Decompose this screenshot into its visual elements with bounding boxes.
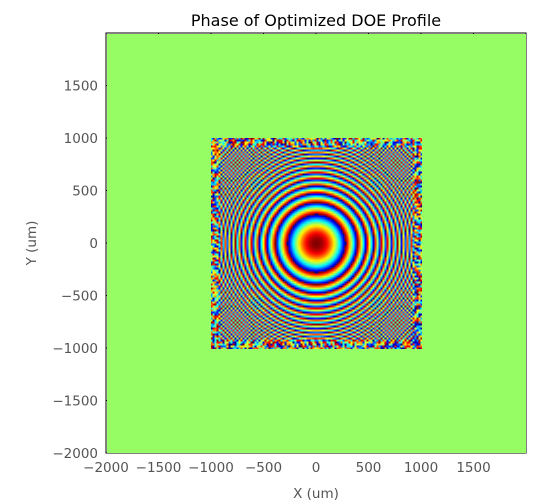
y-tick-label: −1000: [52, 341, 98, 357]
y-axis-label: Y (um): [24, 221, 40, 267]
x-axis-label: X (um): [293, 486, 339, 500]
axis-ticks: −2000 −1500 −1000 −500 0 500 1000 1500 −2000 −150…: [52, 33, 526, 476]
y-tick-label: 1500: [64, 79, 98, 95]
x-tick-label: 0: [312, 460, 321, 476]
x-tick-label: 1000: [404, 460, 438, 476]
x-tick-label: −500: [245, 460, 282, 476]
y-tick-label: 500: [72, 184, 98, 200]
y-tick-label: 0: [89, 236, 98, 252]
y-tick-label: −2000: [52, 446, 98, 462]
chart-title: Phase of Optimized DOE Profile: [191, 11, 441, 30]
x-tick-label: 1500: [456, 460, 490, 476]
phase-heatmap: [107, 34, 526, 453]
x-tick-label: −1500: [136, 460, 182, 476]
x-tick-label: 500: [356, 460, 382, 476]
y-tick-label: 1000: [64, 131, 98, 147]
x-tick-label: −1000: [188, 460, 234, 476]
x-tick-label: −2000: [83, 460, 129, 476]
y-tick-label: −1500: [52, 394, 98, 410]
y-tick-label: −500: [61, 289, 98, 305]
